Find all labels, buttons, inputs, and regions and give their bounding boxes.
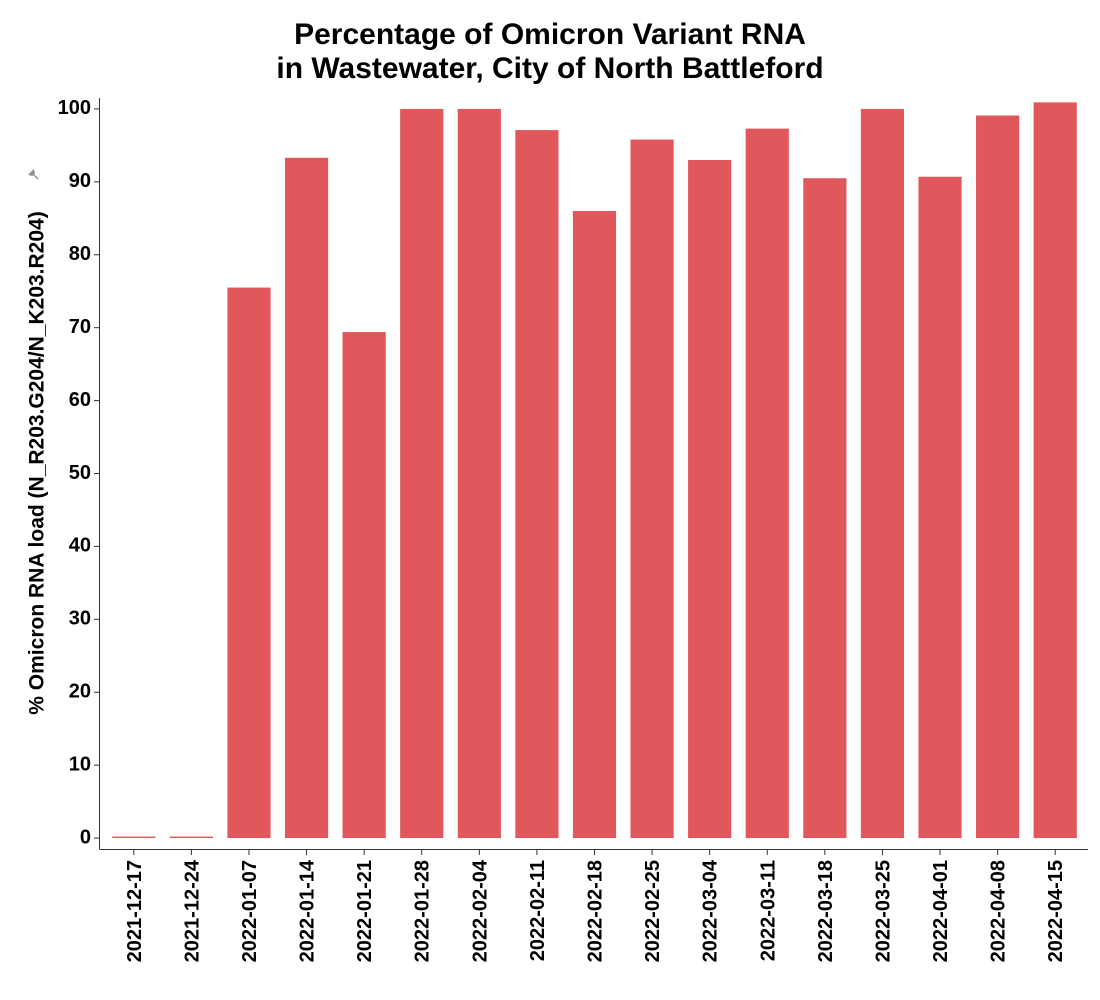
x-tick-label-group: 2022-03-11 — [757, 860, 779, 961]
x-tick-label: 2022-01-07 — [239, 860, 261, 962]
x-tick-label: 2022-02-04 — [469, 859, 491, 962]
y-tick-label: 30 — [69, 608, 91, 630]
x-tick-label: 2022-04-15 — [1045, 860, 1067, 962]
x-tick-label: 2021-12-17 — [124, 860, 146, 962]
y-tick-label: 50 — [69, 462, 91, 484]
x-tick-label-group: 2022-04-08 — [988, 860, 1010, 962]
bars-group — [112, 102, 1077, 839]
bar-2022-04-08[interactable] — [976, 115, 1020, 839]
x-tick-label-group: 2022-02-04 — [469, 859, 491, 962]
y-tick-label: 60 — [69, 389, 91, 411]
bar-2022-02-18[interactable] — [572, 211, 617, 839]
x-tick-label: 2022-03-11 — [757, 860, 779, 961]
x-tick-label-group: 2022-01-07 — [239, 860, 261, 962]
x-tick-label-group: 2022-03-25 — [872, 860, 894, 962]
x-tick-label-group: 2022-03-04 — [700, 859, 722, 962]
x-tick-label: 2022-04-01 — [930, 860, 952, 962]
x-tick-label: 2022-04-08 — [988, 860, 1010, 962]
x-tick-label-group: 2022-01-21 — [354, 860, 376, 962]
chart-title-line-1: Percentage of Omicron Variant RNA — [294, 18, 806, 51]
x-tick-label-group: 2022-02-25 — [642, 860, 664, 962]
bar-2021-12-24[interactable] — [169, 836, 213, 839]
x-tick-label-group: 2021-12-24 — [181, 859, 203, 962]
bar-2022-02-11[interactable] — [515, 130, 559, 839]
y-tick-label: 20 — [69, 681, 91, 703]
y-tick-label: 100 — [58, 97, 91, 119]
bar-2022-03-04[interactable] — [688, 159, 732, 839]
y-tick-label: 0 — [80, 826, 91, 848]
x-tick-label-group: 2022-03-18 — [815, 860, 837, 962]
y-tick-label: 10 — [69, 753, 91, 775]
x-tick-label: 2022-01-14 — [297, 859, 319, 962]
y-tick-label: 40 — [69, 535, 91, 557]
x-tick-label: 2022-03-18 — [815, 860, 837, 962]
bar-2022-03-11[interactable] — [745, 128, 789, 839]
bar-2022-01-07[interactable] — [227, 287, 271, 839]
bar-2022-04-01[interactable] — [918, 176, 962, 839]
bar-2022-02-04[interactable] — [457, 108, 501, 839]
x-tick-label-group: 2022-01-14 — [297, 859, 319, 962]
bar-2021-12-17[interactable] — [112, 836, 156, 839]
bar-2022-01-14[interactable] — [284, 157, 329, 839]
y-axis-ticks: 0 10 20 30 40 50 60 70 80 90 100 — [58, 97, 100, 848]
pin-icon — [28, 169, 39, 180]
x-tick-label-group: 2022-02-11 — [527, 860, 549, 961]
x-tick-label-group: 2021-12-17 — [124, 860, 146, 962]
bar-2022-03-25[interactable] — [860, 108, 905, 839]
chart-title-line-2: in Wastewater, City of North Battleford — [276, 52, 824, 85]
y-axis-title: % Omicron RNA load (N_R203.G204/N_K203.R… — [26, 211, 49, 714]
bar-2022-01-28[interactable] — [400, 108, 444, 839]
x-tick-label: 2022-02-11 — [527, 860, 549, 961]
y-tick-label: 80 — [69, 243, 91, 265]
x-tick-label: 2022-01-28 — [412, 860, 434, 962]
bar-2022-03-18[interactable] — [803, 178, 847, 839]
x-tick-label-group: 2022-02-18 — [585, 860, 607, 962]
x-tick-label-group: 2022-01-28 — [412, 860, 434, 962]
y-tick-label: 70 — [69, 316, 91, 338]
x-axis-ticks: 2021-12-17 2021-12-24 2022-01-07 2022-01-14… — [124, 849, 1067, 962]
bar-2022-01-21[interactable] — [342, 332, 386, 839]
x-tick-label: 2022-03-25 — [872, 860, 894, 962]
x-tick-label: 2022-02-25 — [642, 860, 664, 962]
x-tick-label-group: 2022-04-15 — [1045, 860, 1067, 962]
x-tick-label: 2021-12-24 — [181, 859, 203, 962]
x-tick-label: 2022-03-04 — [700, 859, 722, 962]
chart-title: Percentage of Omicron Variant RNA in Was… — [0, 18, 1100, 86]
bar-2022-04-15[interactable] — [1033, 102, 1077, 839]
x-tick-label: 2022-01-21 — [354, 860, 376, 962]
x-tick-label: 2022-02-18 — [585, 860, 607, 962]
bar-2022-02-25[interactable] — [630, 139, 674, 839]
x-tick-label-group: 2022-04-01 — [930, 860, 952, 962]
y-tick-label: 90 — [69, 170, 91, 192]
y-axis-title-group: % Omicron RNA load (N_R203.G204/N_K203.R… — [26, 211, 49, 714]
